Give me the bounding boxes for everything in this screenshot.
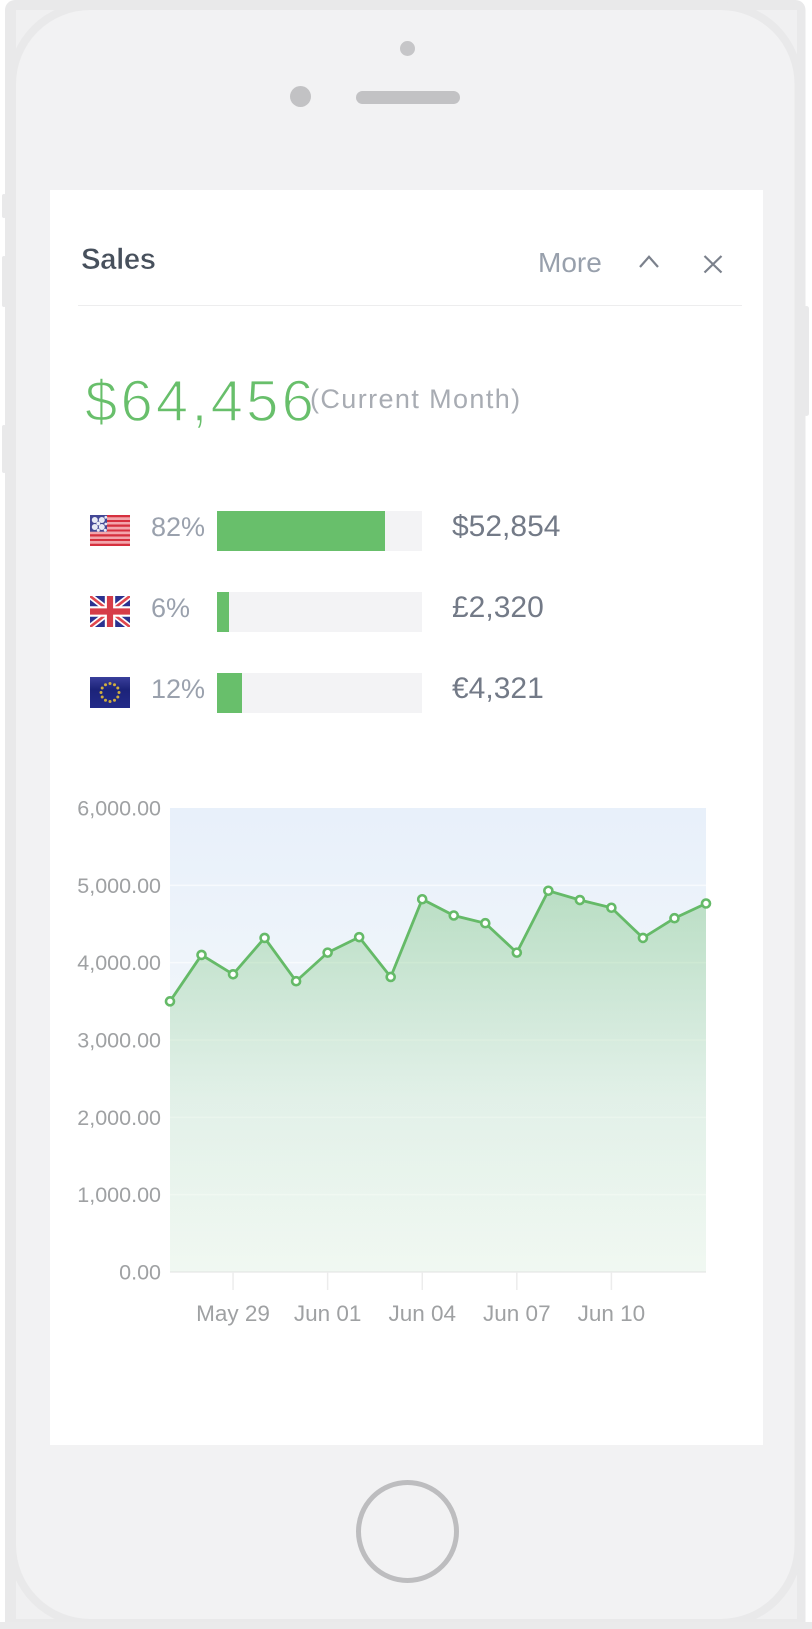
svg-text:6,000.00: 6,000.00 (77, 797, 161, 821)
svg-text:Jun 04: Jun 04 (388, 1301, 456, 1326)
svg-text:0.00: 0.00 (119, 1261, 161, 1285)
svg-text:1,000.00: 1,000.00 (77, 1183, 161, 1207)
svg-text:2,000.00: 2,000.00 (77, 1106, 161, 1130)
svg-text:Jun 01: Jun 01 (294, 1301, 362, 1326)
svg-text:4,000.00: 4,000.00 (77, 951, 161, 975)
svg-text:3,000.00: 3,000.00 (77, 1029, 161, 1053)
svg-text:May 29: May 29 (196, 1301, 270, 1326)
svg-text:Jun 10: Jun 10 (578, 1301, 646, 1326)
svg-text:5,000.00: 5,000.00 (77, 874, 161, 898)
svg-text:Jun 07: Jun 07 (483, 1301, 551, 1326)
